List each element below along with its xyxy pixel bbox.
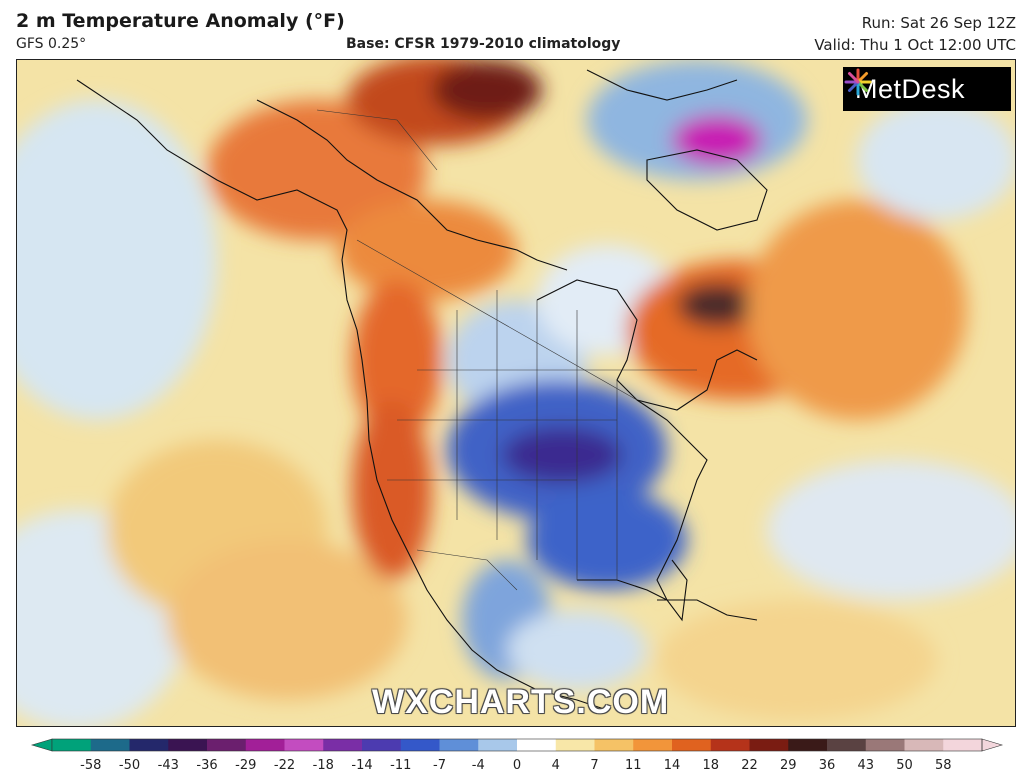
colorbar-frame: [51, 738, 983, 752]
colorbar-cell: [284, 739, 324, 751]
anomaly-field: [17, 60, 1015, 726]
colorbar-tick-label: 11: [624, 758, 642, 773]
colorbar-tick-label: 4: [551, 758, 560, 773]
starburst-logo-icon: [844, 68, 872, 96]
colorbar-cell: [788, 739, 828, 751]
colorbar-cell: [400, 739, 440, 751]
colorbar-tick-label: 18: [702, 758, 720, 773]
colorbar-cell: [439, 739, 479, 751]
colorbar-cell: [129, 739, 169, 751]
colorbar-cell: [323, 739, 363, 751]
colorbar-cell: [749, 739, 789, 751]
model-label: GFS 0.25°: [16, 36, 87, 52]
colorbar-cell: [90, 739, 130, 751]
colorbar-tick-label: -4: [471, 758, 485, 773]
colorbar-tick-label: 29: [779, 758, 797, 773]
colorbar-low-arrow: [30, 738, 53, 752]
colorbar-cell: [207, 739, 247, 751]
colorbar-tick-label: 14: [663, 758, 681, 773]
colorbar-cell: [594, 739, 634, 751]
colorbar-tick-label: 0: [512, 758, 522, 773]
colorbar-tick-label: -14: [351, 758, 373, 773]
colorbar-cell: [517, 739, 557, 751]
logo-text: MetDesk: [855, 73, 966, 104]
anomaly-map: MetDesk WXCHARTS.COM: [16, 59, 1016, 727]
colorbar-cell: [52, 739, 92, 751]
colorbar-tick-label: 36: [818, 758, 836, 773]
colorbar-tick-label: -43: [157, 758, 179, 773]
colorbar-cell: [555, 739, 595, 751]
coastlines: [76, 69, 768, 711]
colorbar-cell: [943, 739, 983, 751]
colorbar-high-arrow: [981, 738, 1004, 752]
metdesk-logo: MetDesk: [843, 67, 1011, 111]
colorbar-cell: [865, 739, 905, 751]
colorbar-cell: [672, 739, 712, 751]
colorbar-tick-label: -22: [273, 758, 296, 773]
colorbar-tick-label: -18: [312, 758, 334, 773]
colorbar-cell: [362, 739, 402, 751]
colorbar-tick-label: -7: [433, 758, 446, 773]
watermark: WXCHARTS.COM: [372, 683, 670, 721]
colorbar-cell: [168, 739, 208, 751]
chart-title: 2 m Temperature Anomaly (°F): [16, 10, 345, 32]
climatology-base-label: Base: CFSR 1979-2010 climatology: [346, 36, 621, 52]
colorbar-tick-label: -58: [80, 758, 102, 773]
run-time-label: Run: Sat 26 Sep 12Z: [861, 14, 1016, 32]
valid-time-label: Valid: Thu 1 Oct 12:00 UTC: [814, 36, 1016, 54]
colorbar-tick-label: 58: [934, 758, 952, 773]
colorbar-tick-label: 7: [590, 758, 599, 773]
colorbar-cell: [478, 739, 518, 751]
colorbar-tick-label: 50: [896, 758, 913, 773]
colorbar: [30, 738, 1004, 752]
colorbar-tick-label: -50: [118, 758, 141, 773]
colorbar-cell: [245, 739, 285, 751]
colorbar-tick-label: 22: [741, 758, 758, 773]
colorbar-cell: [827, 739, 867, 751]
colorbar-tick-label: 43: [857, 758, 875, 773]
colorbar-cell: [710, 739, 750, 751]
colorbar-tick-label: -36: [196, 758, 218, 773]
colorbar-cell: [633, 739, 673, 751]
colorbar-cell: [904, 739, 944, 751]
political-borders: [316, 109, 697, 591]
colorbar-tick-label: -29: [235, 758, 257, 773]
colorbar-tick-label: -11: [390, 758, 412, 773]
